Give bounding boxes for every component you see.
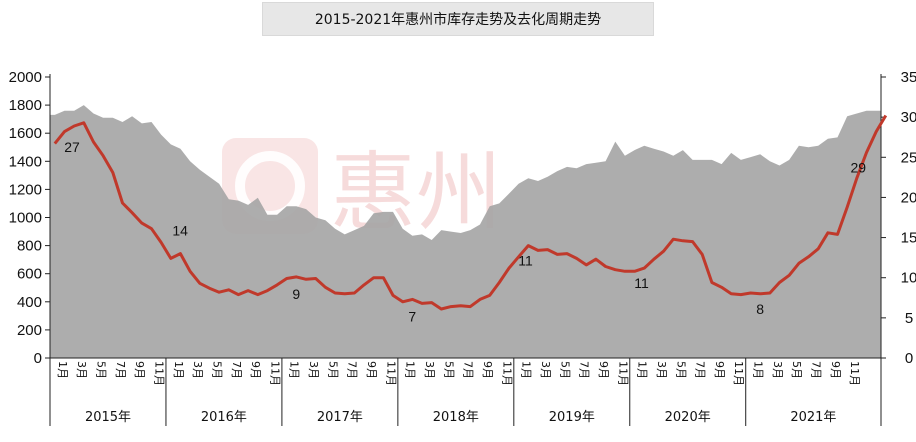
watermark: 惠州 <box>222 138 502 243</box>
month-tick-label: 7月 <box>810 361 823 379</box>
month-tick-label: 7月 <box>694 361 707 379</box>
left-tick-label: 200 <box>17 322 42 339</box>
left-tick-label: 2000 <box>9 69 42 86</box>
data-label: 29 <box>851 160 867 176</box>
data-label: 7 <box>408 308 416 324</box>
data-label: 8 <box>756 301 764 317</box>
right-tick-label: 35 <box>901 69 916 86</box>
month-tick-label: 3月 <box>539 361 552 379</box>
month-tick-label: 3月 <box>191 361 204 379</box>
month-tick-label: 3月 <box>655 361 668 379</box>
month-tick-label: 5月 <box>558 361 571 379</box>
right-tick-label: 30 <box>901 109 916 126</box>
year-label: 2020年 <box>665 410 711 425</box>
data-label: 11 <box>518 253 533 269</box>
month-tick-label: 11月 <box>848 361 861 386</box>
right-tick-label: 25 <box>901 149 916 166</box>
month-tick-label: 1月 <box>752 361 765 379</box>
left-tick-label: 1200 <box>9 181 42 198</box>
month-tick-label: 11月 <box>616 361 629 386</box>
month-tick-label: 9月 <box>365 361 378 379</box>
month-tick-label: 1月 <box>56 361 69 379</box>
year-label: 2018年 <box>433 410 479 425</box>
month-tick-label: 9月 <box>249 361 262 379</box>
month-tick-label: 7月 <box>578 361 591 379</box>
month-tick-label: 9月 <box>829 361 842 379</box>
right-tick-label: 15 <box>901 230 916 247</box>
month-tick-label: 5月 <box>326 361 339 379</box>
month-tick-label: 11月 <box>153 361 166 386</box>
left-tick-label: 400 <box>17 294 42 311</box>
watermark-text: 惠州 <box>330 143 502 243</box>
left-tick-label: 1400 <box>9 153 42 170</box>
month-tick-label: 9月 <box>481 361 494 379</box>
year-label: 2021年 <box>790 410 836 425</box>
right-tick-label: 5 <box>905 310 913 327</box>
data-label: 14 <box>172 223 188 239</box>
left-tick-label: 1600 <box>9 125 42 142</box>
month-tick-label: 5月 <box>790 361 803 379</box>
month-tick-label: 3月 <box>307 361 320 379</box>
right-tick-label: 20 <box>901 189 916 206</box>
month-tick-label: 5月 <box>674 361 687 379</box>
month-tick-label: 1月 <box>288 361 301 379</box>
data-label: 27 <box>64 139 80 155</box>
month-tick-label: 3月 <box>771 361 784 379</box>
month-tick-label: 9月 <box>133 361 146 379</box>
month-tick-label: 7月 <box>114 361 127 379</box>
line-series <box>53 114 888 311</box>
left-tick-label: 1800 <box>9 97 42 114</box>
month-tick-label: 1月 <box>404 361 417 379</box>
month-tick-label: 9月 <box>597 361 610 379</box>
month-tick-label: 11月 <box>500 361 513 386</box>
destocking-cycle-line <box>53 114 888 311</box>
data-label: 9 <box>292 286 300 302</box>
data-label: 11 <box>634 275 649 291</box>
month-tick-label: 7月 <box>230 361 243 379</box>
month-tick-label: 1月 <box>636 361 649 379</box>
right-tick-label: 0 <box>905 350 913 367</box>
month-tick-label: 3月 <box>423 361 436 379</box>
left-tick-label: 600 <box>17 266 42 283</box>
month-tick-label: 1月 <box>520 361 533 379</box>
month-tick-label: 5月 <box>95 361 108 379</box>
year-label: 2016年 <box>201 410 247 425</box>
year-label: 2019年 <box>549 410 595 425</box>
left-tick-label: 1000 <box>9 210 42 227</box>
left-tick-label: 0 <box>34 350 42 367</box>
right-tick-label: 10 <box>901 270 916 287</box>
month-tick-label: 5月 <box>210 361 223 379</box>
month-tick-label: 11月 <box>384 361 397 386</box>
month-tick-label: 3月 <box>75 361 88 379</box>
year-label: 2017年 <box>317 410 363 425</box>
month-tick-label: 9月 <box>713 361 726 379</box>
left-tick-label: 800 <box>17 238 42 255</box>
month-tick-label: 7月 <box>462 361 475 379</box>
year-label: 2015年 <box>85 410 131 425</box>
month-tick-label: 11月 <box>268 361 281 386</box>
data-labels: 27 14 9 7 11 11 8 29 <box>64 139 866 324</box>
month-tick-label: 1月 <box>172 361 185 379</box>
month-tick-label: 7月 <box>346 361 359 379</box>
month-tick-label: 11月 <box>732 361 745 386</box>
chart-title: 2015-2021年惠州市库存走势及去化周期走势 <box>262 2 654 36</box>
axes: 0 200 400 600 800 1000 1200 1400 1600 1800 2000 0 5 1… <box>9 69 916 426</box>
month-tick-label: 5月 <box>442 361 455 379</box>
